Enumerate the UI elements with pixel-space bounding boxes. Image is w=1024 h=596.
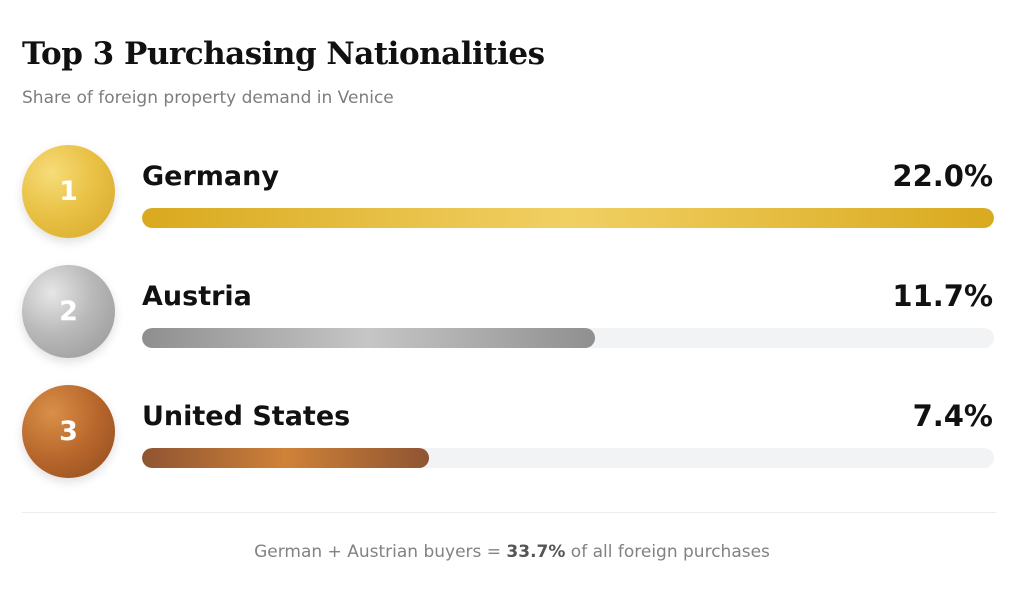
value-label: 22.0% — [892, 159, 993, 193]
rank-badge-gold: 1 — [22, 145, 115, 238]
rank-row-germany: 1 Germany 22.0% — [0, 145, 1024, 241]
value-label: 11.7% — [892, 279, 993, 313]
chart-subtitle: Share of foreign property demand in Veni… — [22, 88, 394, 108]
bar-austria — [142, 328, 596, 348]
rank-badge-silver: 2 — [22, 265, 115, 358]
value-label: 7.4% — [912, 399, 993, 433]
chart-title: Top 3 Purchasing Nationalities — [22, 36, 545, 72]
bar-germany — [142, 208, 994, 228]
footnote-prefix: German + Austrian buyers = — [254, 542, 507, 562]
bar-track — [142, 208, 994, 228]
bar-track — [142, 448, 994, 468]
bar-track — [142, 328, 994, 348]
rank-row-united-states: 3 United States 7.4% — [0, 385, 1024, 481]
footnote-highlight: 33.7% — [506, 542, 566, 562]
rank-row-austria: 2 Austria 11.7% — [0, 265, 1024, 361]
divider — [22, 512, 996, 513]
country-label: United States — [142, 401, 351, 432]
country-label: Germany — [142, 161, 279, 192]
rank-badge-bronze: 3 — [22, 385, 115, 478]
footnote-suffix: of all foreign purchases — [565, 542, 770, 562]
country-label: Austria — [142, 281, 252, 312]
bar-united-states — [142, 448, 429, 468]
footnote: German + Austrian buyers = 33.7% of all … — [0, 542, 1024, 562]
